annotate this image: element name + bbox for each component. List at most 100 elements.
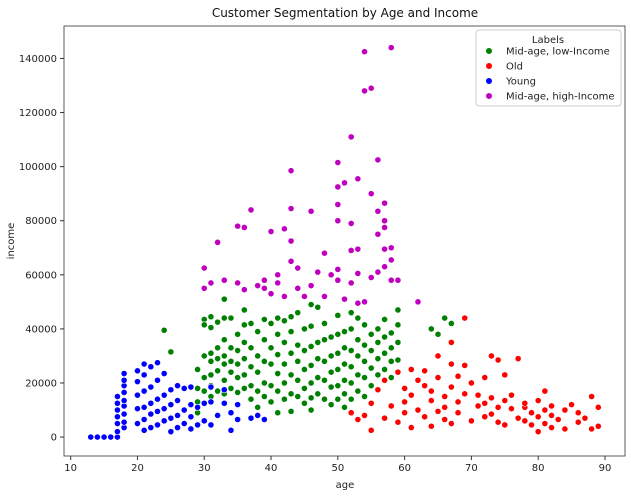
data-point [347, 247, 355, 254]
data-point [220, 314, 228, 322]
legend-label: Young [505, 77, 536, 88]
data-point [267, 398, 275, 406]
data-point [407, 366, 415, 373]
data-point [207, 371, 215, 379]
data-point [374, 339, 382, 346]
data-point [160, 417, 168, 425]
data-point [160, 405, 168, 413]
x-tick-label: 20 [131, 463, 144, 474]
data-point [528, 409, 535, 417]
legend-marker [485, 47, 493, 55]
data-point [120, 389, 128, 396]
legend-box [475, 29, 622, 107]
data-point [401, 384, 409, 392]
data-point [234, 330, 242, 338]
data-point [274, 330, 282, 338]
data-point [274, 409, 282, 417]
data-point [481, 399, 489, 407]
data-point [134, 391, 141, 399]
data-point [234, 374, 242, 381]
data-point [260, 393, 268, 400]
data-point [394, 321, 402, 329]
data-point [387, 44, 395, 52]
data-point [287, 390, 295, 398]
data-point [594, 422, 602, 430]
data-point [494, 403, 502, 411]
legend: Labels Mid-age, low-Income Old Young Mid-ag… [475, 29, 622, 107]
data-point [574, 418, 582, 426]
data-point [294, 264, 302, 272]
data-point [260, 276, 268, 284]
data-point [561, 425, 569, 433]
data-point [441, 314, 449, 322]
data-point [534, 413, 542, 421]
data-point [321, 395, 328, 403]
data-point [347, 395, 355, 403]
data-point [207, 383, 215, 391]
y-tick-label: 60000 [25, 270, 57, 281]
data-point [334, 382, 342, 390]
data-point [434, 352, 442, 360]
data-point [207, 357, 215, 365]
data-point [441, 393, 449, 400]
data-point [227, 314, 235, 322]
data-point [421, 382, 429, 390]
data-point [381, 263, 388, 271]
x-axis-label: age [336, 480, 355, 491]
data-point [260, 284, 268, 292]
data-point [167, 428, 175, 436]
data-point [501, 397, 509, 404]
data-point [194, 384, 201, 392]
data-point [561, 406, 569, 414]
data-point [541, 406, 549, 414]
data-point [160, 326, 168, 334]
legend-title: Labels [532, 35, 564, 46]
data-point [187, 401, 195, 409]
data-point [227, 384, 235, 392]
data-point [367, 426, 375, 434]
data-point [247, 363, 255, 371]
data-point [187, 425, 195, 433]
data-point [394, 306, 402, 314]
data-point [114, 428, 121, 436]
data-point [187, 413, 195, 421]
data-point [341, 403, 348, 411]
data-point [494, 356, 502, 364]
data-point [93, 433, 101, 441]
data-point [521, 399, 529, 407]
y-tick-label: 100000 [19, 162, 57, 173]
data-point [227, 344, 235, 352]
data-point [260, 379, 268, 387]
data-point [160, 391, 168, 399]
data-point [147, 410, 155, 418]
data-point [381, 224, 388, 231]
data-points [87, 44, 602, 441]
data-point [347, 347, 355, 354]
data-point [214, 412, 222, 419]
data-point [227, 368, 235, 376]
data-point [594, 403, 602, 411]
x-tick-label: 30 [198, 463, 211, 474]
data-point [508, 391, 515, 399]
data-point [554, 416, 562, 423]
data-point [327, 352, 335, 360]
data-point [180, 420, 188, 427]
data-point [267, 290, 275, 298]
data-point [447, 420, 455, 427]
data-point [314, 355, 322, 363]
data-point [481, 413, 489, 421]
data-point [354, 299, 362, 307]
data-point [434, 407, 442, 415]
data-point [254, 328, 262, 335]
data-point [307, 394, 315, 402]
data-point [267, 344, 275, 352]
data-point [294, 393, 302, 400]
data-point [454, 398, 462, 406]
data-point [327, 368, 335, 376]
data-point [334, 265, 342, 273]
data-point [354, 387, 362, 395]
data-point [240, 321, 248, 329]
legend-label: Mid-age, low-Income [506, 47, 610, 58]
data-point [280, 293, 288, 300]
